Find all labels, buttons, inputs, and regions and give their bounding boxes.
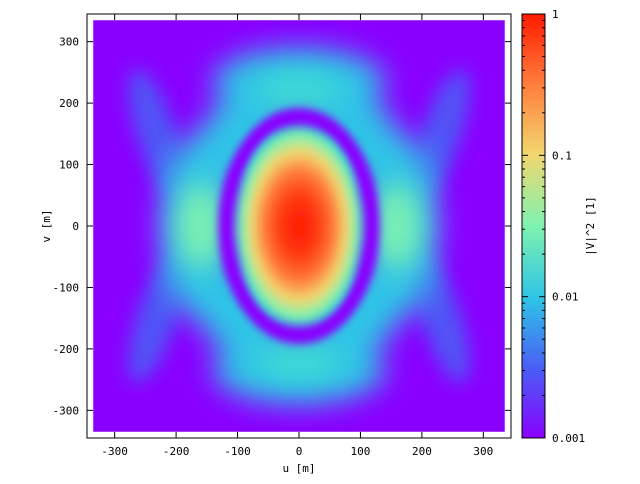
y-tick-label: 300 [59,36,79,49]
x-tick-label: 200 [412,445,432,458]
upper-arc-peak [255,75,343,107]
central-lobe-group [236,127,362,325]
x-tick-label: 300 [473,445,493,458]
colorbar: 0.001 0.01 0.1 1 [521,8,585,445]
x-tick-label: 0 [296,445,303,458]
x-axis-label: u [m] [282,462,315,475]
colorbar-frame [521,13,546,439]
x-tick-label: -200 [163,445,190,458]
colorbar-tick-label: 0.1 [552,149,572,162]
x-tick-label: -100 [224,445,251,458]
y-tick-label: 100 [59,159,79,172]
first-null-ring [218,108,380,344]
lower-arc-peak [255,345,343,377]
colorbar-label: |V|^2 [1] [584,196,597,256]
y-tick-label: 0 [72,220,79,233]
left-side-lobe-peak [177,182,225,270]
null-ring [218,108,380,344]
central-lobe [236,127,362,325]
colorbar-tick-label: 0.01 [552,291,579,304]
side-lobe-peaks [177,75,421,377]
right-side-lobe-peak [373,182,421,270]
heatmap-image [93,20,505,432]
y-tick-label: -300 [53,404,80,417]
y-tick-label: 200 [59,97,79,110]
y-tick-label: -200 [53,343,80,356]
colorbar-gradient [522,14,545,438]
axes: -300 -200 -100 0 100 200 300 -300 -200 -100 0 100 20… [53,14,511,458]
colorbar-tick-label: 1 [552,8,559,21]
x-tick-label: -300 [101,445,128,458]
x-tick-label: 100 [351,445,371,458]
colorbar-tick-label: 0.001 [552,432,585,445]
y-tick-label: -100 [53,281,80,294]
y-axis-label: v [m] [40,209,53,242]
